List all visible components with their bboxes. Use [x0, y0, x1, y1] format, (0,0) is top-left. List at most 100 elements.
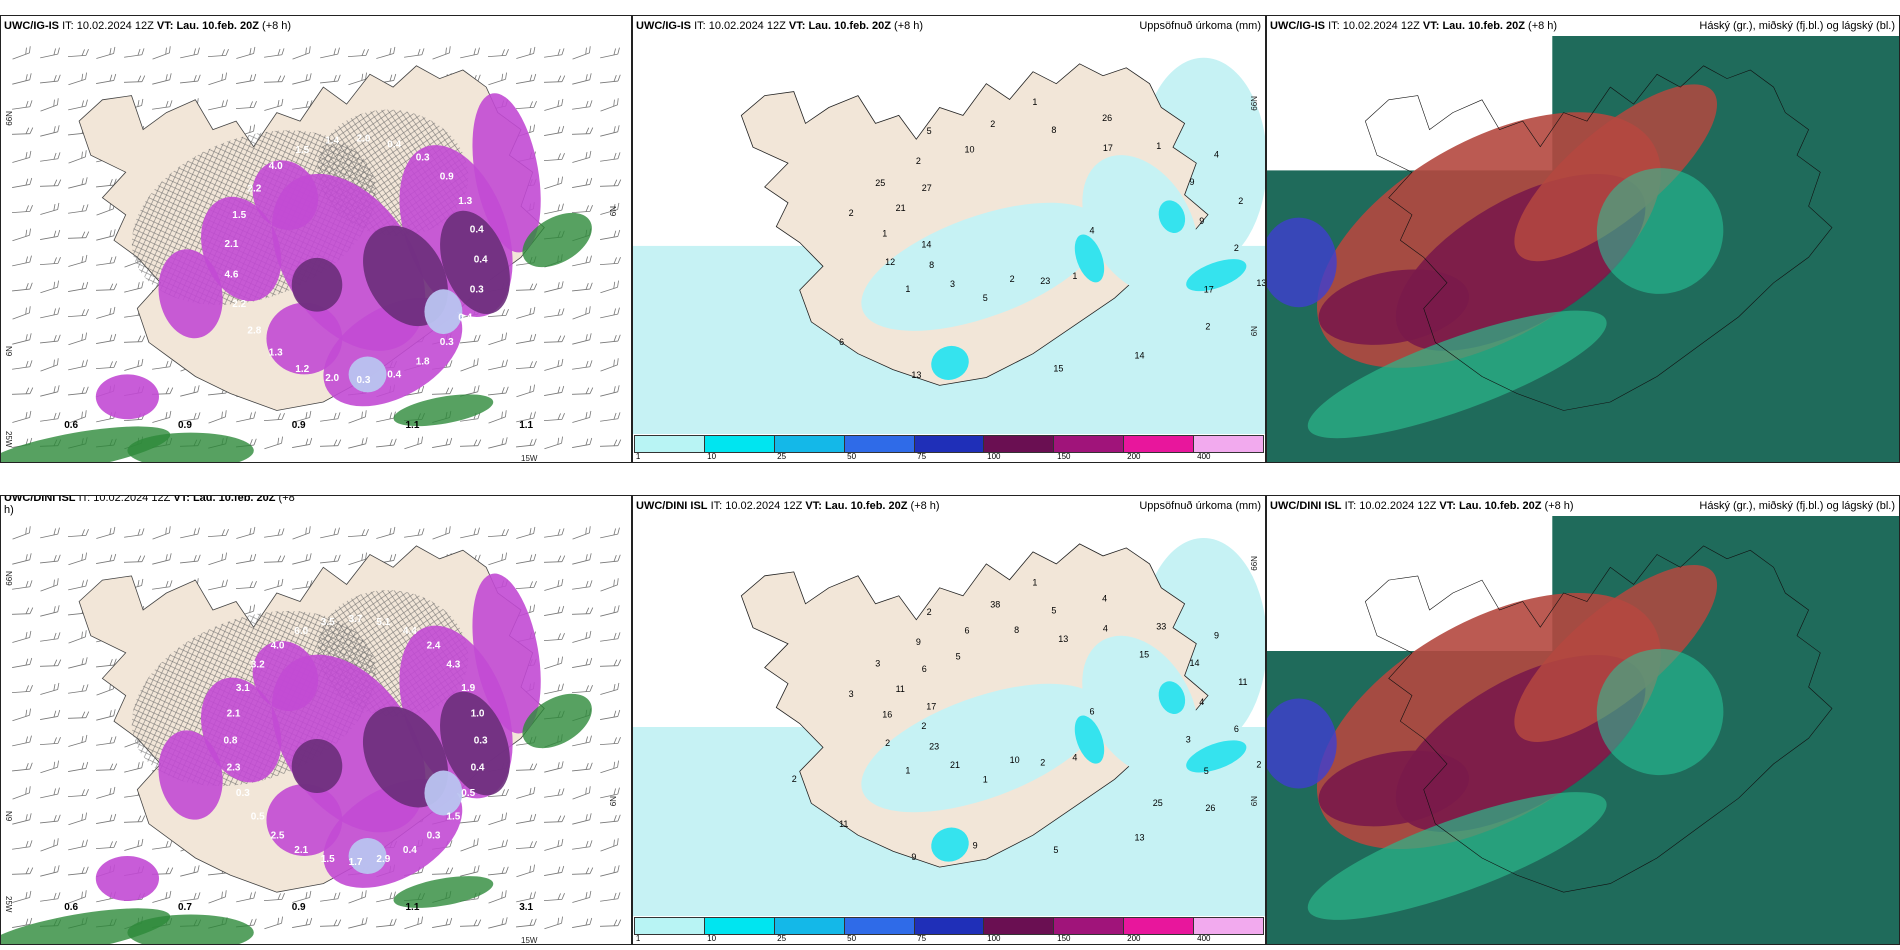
- wind-barb: [543, 815, 566, 823]
- wind-barb: [516, 46, 536, 59]
- lat-tick-label: N9: [4, 346, 13, 357]
- wind-barb: [11, 867, 34, 875]
- wind-barb: [599, 919, 622, 927]
- wind-barb: [516, 411, 536, 423]
- wind-barb: [292, 553, 312, 565]
- precip-value: 23: [929, 741, 939, 751]
- precip-label: 3.5: [321, 617, 335, 628]
- precip-value: 25: [875, 178, 885, 188]
- wind-barb: [544, 865, 565, 876]
- wind-barb: [544, 761, 564, 773]
- precip-values: 4111245513122623252322112228814219131017…: [839, 97, 1265, 380]
- wind-barb: [487, 49, 509, 58]
- precip-value: 9: [916, 637, 921, 647]
- wind-barb: [12, 410, 32, 423]
- wind-barb: [488, 839, 508, 851]
- precip-value: 6: [965, 625, 970, 635]
- wind-barb: [236, 46, 256, 59]
- wind-barb: [488, 866, 509, 876]
- precip-value: 2: [1205, 321, 1210, 331]
- panel-bottom-left-precip-type: UWC/DINI ISL IT: 10.02.2024 12Z VT: Lau.…: [0, 495, 632, 945]
- wind-barb: [207, 529, 229, 538]
- wind-barb: [600, 787, 620, 799]
- wind-barb: [544, 308, 565, 318]
- legend-label: 25: [777, 452, 787, 461]
- legend-swatch: [844, 436, 915, 452]
- wind-barb: [515, 361, 537, 370]
- wind-barb: [543, 555, 566, 563]
- legend-label: 1: [635, 934, 641, 943]
- wind-barb: [543, 335, 566, 343]
- wind-barb: [599, 659, 622, 667]
- legend-swatch: [774, 918, 845, 934]
- iceland-outline: [1364, 545, 1833, 893]
- precip-label: 1.5: [232, 210, 246, 221]
- wind-barb: [572, 410, 592, 423]
- wind-barb: [544, 605, 565, 616]
- precip-label: 0.8: [224, 736, 238, 747]
- wind-barb: [516, 813, 537, 824]
- wind-barb: [40, 74, 61, 84]
- wind-barb: [96, 736, 117, 746]
- wind-barb: [208, 72, 227, 86]
- wind-barb: [432, 526, 451, 540]
- wind-barb: [572, 100, 593, 110]
- precip-value: 2: [927, 607, 932, 617]
- wind-barb: [180, 865, 200, 877]
- wind-barb: [236, 553, 257, 564]
- wind-barb: [292, 46, 311, 60]
- wind-barb: [544, 125, 565, 136]
- wind-barb: [40, 98, 59, 112]
- wind-barb: [96, 333, 117, 344]
- wind-barb: [124, 838, 144, 851]
- wind-barb: [180, 385, 200, 397]
- precip-label: 2.0: [325, 373, 339, 384]
- lon-tick-label: 25W: [4, 431, 13, 448]
- wind-barb: [68, 332, 87, 346]
- precip-value: 5: [1053, 845, 1058, 855]
- precip-label: 2.2: [247, 183, 261, 194]
- wind-barb: [515, 581, 537, 590]
- precip-value: 2: [1040, 757, 1045, 767]
- legend-swatch: [1194, 918, 1264, 934]
- wind-barb: [68, 99, 88, 111]
- wind-barb: [516, 438, 537, 448]
- precip-value: 2: [1234, 243, 1239, 253]
- wind-barb: [599, 179, 622, 187]
- precip-value: 23: [1040, 276, 1050, 286]
- wind-barb: [320, 554, 341, 564]
- wind-barb: [236, 73, 257, 84]
- precip-value: 13: [911, 370, 921, 380]
- wind-barb: [68, 812, 87, 826]
- wind-barb: [236, 411, 256, 423]
- precip-label: 0.3: [236, 788, 250, 799]
- precip-value: 4: [1072, 752, 1077, 762]
- wind-barb: [11, 387, 34, 395]
- wind-barb: [543, 153, 565, 162]
- panel-title: Háský (gr.), miðský (fj.bl.) og lágský (…: [1699, 500, 1895, 512]
- precip-labels: 0.3 0.4 0.5 1.5 0.3 0.4 2.9 1.7 1.5 2.1 2.5 0.5 0.3 2…: [64, 614, 533, 913]
- wind-barb: [12, 553, 32, 565]
- wind-barb: [40, 202, 60, 215]
- cloud-cover-map: [1267, 516, 1899, 944]
- precip-value: 5: [983, 293, 988, 303]
- wind-barb: [67, 711, 90, 719]
- wind-barb: [40, 892, 61, 902]
- wind-barb: [39, 257, 61, 266]
- wind-barb: [12, 100, 33, 110]
- wind-barb: [40, 865, 60, 877]
- precip-value: 3: [849, 689, 854, 699]
- wind-barb: [12, 282, 33, 292]
- precip-value: 14: [1135, 351, 1145, 361]
- lat-tick-label: N9: [1249, 326, 1258, 337]
- wind-barb: [572, 630, 592, 643]
- wind-barb: [431, 867, 454, 875]
- wind-barb: [404, 916, 423, 930]
- precip-label: 0.4: [471, 763, 485, 774]
- precip-label: 2.0: [357, 134, 371, 145]
- wind-barb: [12, 840, 33, 850]
- precip-value: 6: [1090, 706, 1095, 716]
- wind-barb: [599, 737, 621, 746]
- wind-barb: [544, 788, 565, 798]
- precip-value: 2: [792, 774, 797, 784]
